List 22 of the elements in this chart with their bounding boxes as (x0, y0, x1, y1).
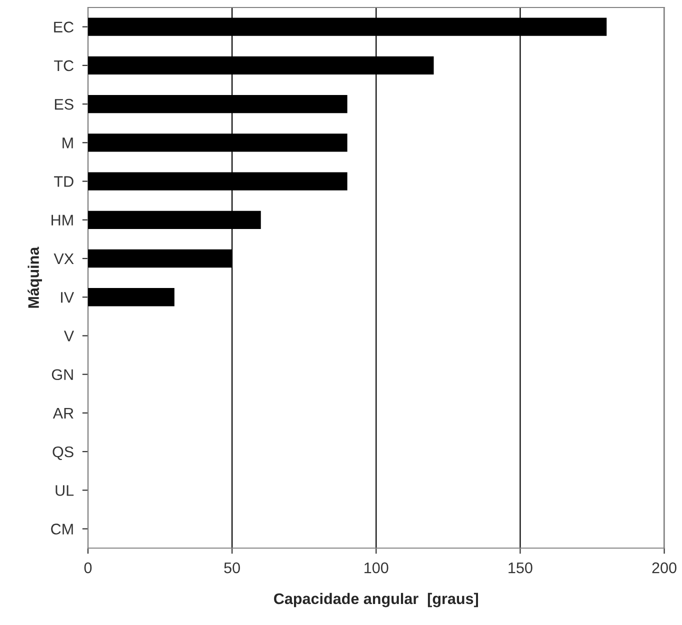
y-tick-label: AR (52, 408, 74, 419)
x-tick-label: 100 (364, 562, 388, 574)
y-tick-label: IV (61, 292, 74, 303)
bar (88, 288, 174, 306)
x-tick-label: 200 (652, 562, 676, 574)
y-tick-label: TC (54, 60, 74, 72)
y-tick-label: EC (54, 22, 74, 32)
y-axis-title: Máquina (28, 246, 42, 308)
y-tick-label: V (64, 330, 74, 342)
y-tick-label: UL (56, 485, 74, 496)
y-tick-label: M (62, 138, 73, 148)
y-tick-label: VX (54, 254, 74, 264)
y-tick-label: CM (51, 524, 73, 535)
y-tick-label: QS (52, 446, 74, 460)
x-tick-label: 0 (84, 562, 92, 574)
x-tick-label: 50 (224, 562, 240, 574)
x-axis-title: Capacidade angular [graus] (274, 592, 478, 608)
y-tick-label: ES (54, 98, 74, 110)
x-tick-label: 150 (508, 562, 532, 574)
y-tick-label: GN (52, 369, 73, 380)
y-tick-label: HM (52, 214, 73, 226)
y-tick-label: TD (54, 176, 74, 187)
